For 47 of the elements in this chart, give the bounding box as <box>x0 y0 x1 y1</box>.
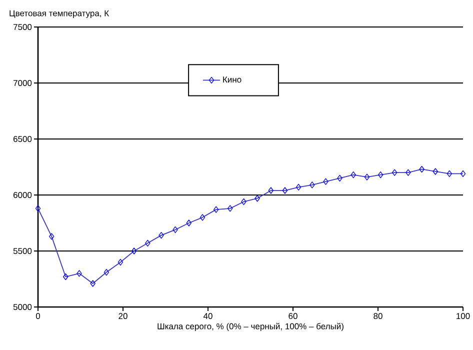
point <box>419 166 424 173</box>
point <box>49 233 54 240</box>
y-tick-label: 6500 <box>14 136 32 142</box>
point <box>392 169 398 176</box>
x-tick-label: 20 <box>118 313 128 320</box>
point <box>268 187 274 194</box>
point <box>282 187 288 194</box>
x-tick-label: 40 <box>203 313 212 320</box>
point <box>460 170 466 178</box>
point <box>337 174 342 182</box>
point <box>310 182 315 188</box>
y-tick-label: 7500 <box>14 24 32 30</box>
point <box>186 220 192 226</box>
point <box>145 240 150 247</box>
point <box>35 205 41 212</box>
point <box>296 184 302 191</box>
x-tick-label: 60 <box>288 313 298 320</box>
point <box>76 270 82 277</box>
point <box>432 168 438 175</box>
point <box>104 268 110 276</box>
y-tick-label: 6000 <box>14 192 32 198</box>
point <box>406 169 411 176</box>
point <box>378 171 384 178</box>
y-tick-label: 5500 <box>13 248 32 254</box>
point <box>200 214 206 221</box>
point <box>63 273 68 280</box>
point <box>446 170 452 178</box>
point <box>241 198 246 206</box>
point <box>228 205 233 212</box>
point <box>254 195 260 202</box>
point <box>118 258 124 266</box>
legend-label: Кино <box>223 76 242 83</box>
point <box>90 280 96 287</box>
x-tick-label: 100 <box>456 313 470 320</box>
point <box>350 171 356 178</box>
x-axis-title: Шкала серого, % (0% – черный, 100% – белый) <box>158 322 344 331</box>
point <box>131 248 137 254</box>
x-tick-label: 80 <box>374 313 382 320</box>
y-tick-label: 5000 <box>13 304 32 310</box>
point <box>172 226 178 234</box>
x-tick-label: 0 <box>36 313 40 320</box>
y-axis-title: Цветовая температура, К <box>10 10 110 18</box>
point <box>364 174 370 180</box>
point <box>158 232 164 239</box>
point <box>213 206 219 213</box>
point <box>323 178 328 185</box>
y-tick-label: 7000 <box>14 80 32 86</box>
